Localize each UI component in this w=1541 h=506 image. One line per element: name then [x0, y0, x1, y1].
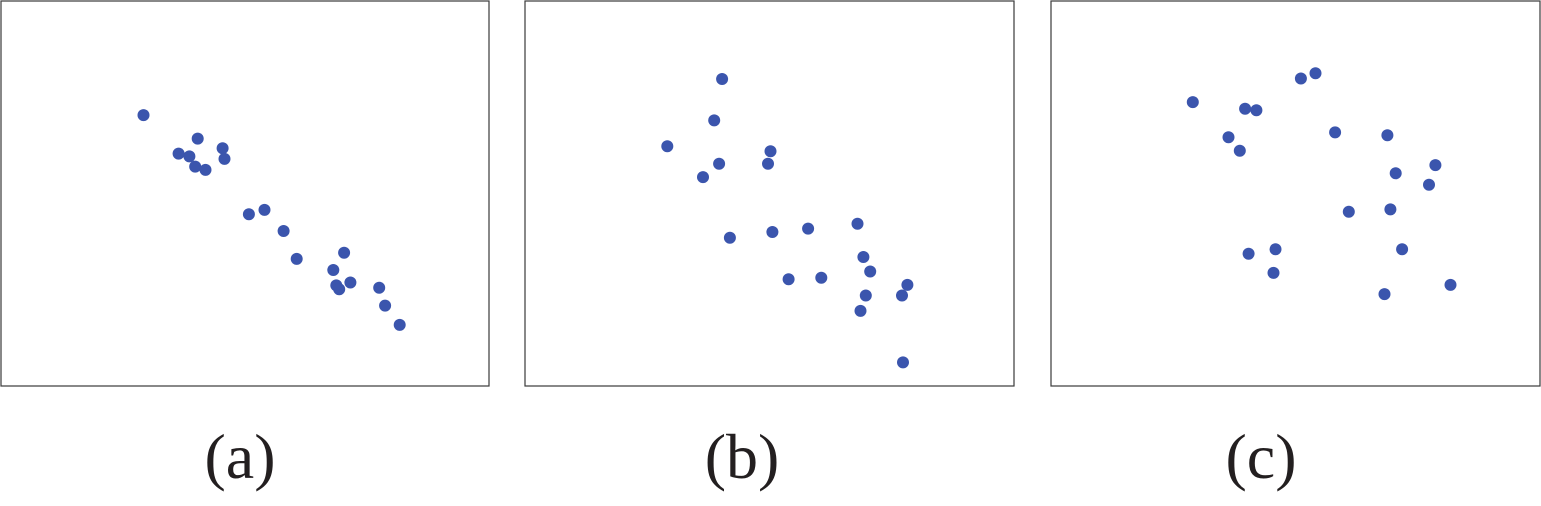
scatter-point-b-19	[854, 304, 867, 317]
scatter-panel-c: (c)	[1050, 0, 1541, 492]
panel-label-c: (c)	[1225, 421, 1296, 492]
scatter-point-c-15	[1242, 247, 1255, 260]
scatter-point-b-13	[864, 265, 877, 278]
scatter-point-b-6	[762, 157, 774, 170]
scatter-point-b-3	[661, 140, 674, 153]
scatter-point-c-11	[1429, 159, 1442, 172]
scatter-point-c-18	[1267, 266, 1280, 279]
scatter-point-b-20	[897, 356, 909, 369]
scatter-point-b-11	[851, 217, 864, 230]
scatter-point-a-2	[172, 147, 185, 160]
plot-frame-b	[524, 0, 1015, 387]
points-b	[661, 73, 914, 369]
scatter-point-c-8	[1329, 126, 1342, 139]
scatter-point-b-4	[764, 145, 777, 158]
scatter-point-c-16	[1269, 243, 1282, 256]
scatter-point-a-6	[199, 163, 212, 176]
scatter-point-c-10	[1389, 167, 1402, 180]
scatter-point-b-5	[713, 157, 726, 170]
scatter-point-c-6	[1222, 131, 1235, 144]
points-c	[1186, 67, 1457, 301]
scatter-point-b-17	[901, 278, 914, 291]
scatter-point-a-14	[327, 264, 340, 276]
panel-label-a: (a)	[204, 421, 275, 492]
scatter-point-c-5	[1309, 67, 1322, 80]
plot-frame-a	[0, 0, 490, 387]
scatter-point-b-10	[802, 222, 815, 235]
scatter-point-b-8	[723, 231, 736, 244]
scatter-point-c-19	[1378, 288, 1391, 301]
scatter-point-a-8	[218, 152, 231, 165]
scatter-point-c-2	[1239, 102, 1252, 115]
scatter-point-c-4	[1294, 72, 1307, 85]
scatter-point-a-5	[189, 160, 202, 173]
scatter-point-b-16	[859, 289, 872, 302]
scatter-panel-b: (b)	[524, 0, 1015, 492]
scatter-point-b-15	[815, 271, 828, 284]
scatter-point-b-2	[708, 114, 721, 127]
scatter-point-a-10	[258, 203, 271, 216]
scatter-point-b-7	[697, 171, 709, 184]
plot-frame-c	[1050, 0, 1541, 387]
scatter-point-c-14	[1384, 203, 1397, 216]
scatter-point-a-4	[191, 132, 204, 145]
scatter-point-a-11	[277, 225, 290, 237]
scatter-point-a-19	[379, 299, 392, 312]
scatter-point-a-18	[373, 281, 386, 294]
scatter-point-b-18	[896, 289, 908, 302]
scatter-point-c-1	[1186, 96, 1199, 109]
scatter-point-c-12	[1423, 178, 1435, 191]
scatter-panel-a: (a)	[0, 0, 490, 492]
scatter-point-a-16	[333, 283, 346, 296]
panel-label-b: (b)	[705, 421, 780, 492]
scatter-point-a-20	[393, 318, 406, 331]
scatter-point-a-7	[216, 142, 229, 155]
scatter-point-b-9	[766, 226, 779, 238]
scatter-point-c-9	[1381, 129, 1394, 142]
scatter-point-a-3	[183, 150, 196, 163]
scatter-point-b-14	[782, 273, 795, 286]
scatter-point-a-12	[290, 252, 303, 265]
points-a	[137, 109, 406, 331]
scatter-point-c-13	[1342, 205, 1355, 218]
scatter-point-a-13	[338, 246, 351, 259]
scatter-point-c-3	[1250, 104, 1263, 117]
scatter-point-a-1	[137, 109, 150, 122]
scatter-point-b-1	[716, 73, 729, 85]
scatter-point-c-20	[1444, 278, 1457, 291]
scatter-point-a-17	[344, 276, 357, 289]
scatter-point-a-9	[242, 208, 255, 221]
scatter-point-b-12	[857, 251, 870, 263]
scatter-point-c-17	[1396, 243, 1409, 256]
scatter-point-c-7	[1233, 144, 1246, 157]
